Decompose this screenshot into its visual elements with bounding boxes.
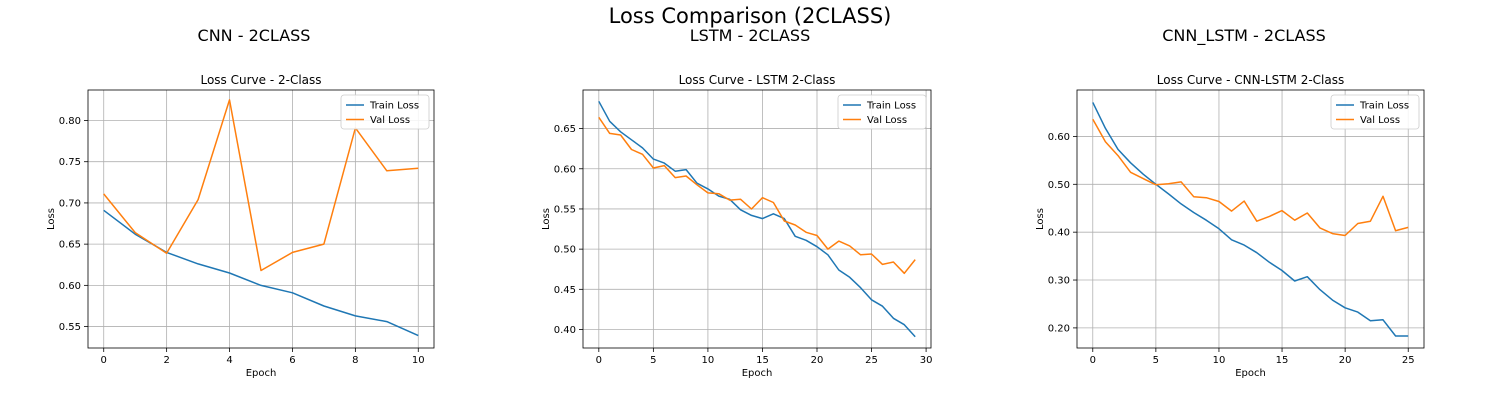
axes-frame bbox=[582, 89, 932, 349]
x-tick-label: 15 bbox=[1276, 355, 1289, 366]
y-tick-label: 0.65 bbox=[554, 124, 576, 135]
y-tick-label: 0.50 bbox=[554, 245, 576, 256]
y-axis-label: Loss bbox=[1035, 208, 1046, 230]
x-tick-label: 5 bbox=[650, 355, 656, 366]
y-tick-label: 0.60 bbox=[554, 164, 576, 175]
y-tick-label: 0.55 bbox=[554, 204, 576, 215]
x-tick-label: 25 bbox=[1402, 355, 1415, 366]
legend-label: Train Loss bbox=[866, 101, 916, 112]
panel-title: CNN - 2CLASS bbox=[198, 26, 311, 45]
y-tick-label: 0.65 bbox=[59, 240, 81, 251]
series-line-train bbox=[1092, 102, 1409, 337]
chart-panel-1: CNN - 2CLASS Loss Curve - 2-Class 0 2 4 6 8 10 0… bbox=[46, 26, 435, 379]
legend-box bbox=[837, 94, 927, 130]
x-tick-label: 20 bbox=[811, 355, 824, 366]
axes-title: Loss Curve - 2-Class bbox=[200, 73, 321, 87]
y-tick-label: 0.50 bbox=[1048, 180, 1070, 191]
x-tick-label: 15 bbox=[756, 355, 769, 366]
legend-box bbox=[340, 94, 430, 130]
x-tick-label: 20 bbox=[1339, 355, 1352, 366]
series-line-train bbox=[103, 209, 419, 337]
y-tick-label: 0.75 bbox=[59, 157, 81, 168]
axes-frame bbox=[1076, 89, 1425, 349]
y-tick-label: 0.20 bbox=[1048, 323, 1070, 334]
y-tick-label: 0.40 bbox=[1048, 228, 1070, 239]
legend-label: Val Loss bbox=[370, 115, 410, 126]
x-tick-label: 5 bbox=[1153, 355, 1159, 366]
x-tick-label: 0 bbox=[596, 355, 602, 366]
y-tick-label: 0.45 bbox=[554, 285, 576, 296]
y-axis-label: Loss bbox=[46, 208, 57, 230]
chart-panel-2: LSTM - 2CLASS Loss Curve - LSTM 2-Class 0 5… bbox=[541, 26, 932, 379]
y-tick-label: 0.55 bbox=[59, 322, 81, 333]
y-tick-label: 0.30 bbox=[1048, 276, 1070, 287]
figure-title: Loss Comparison (2CLASS) bbox=[608, 4, 892, 28]
y-tick-label: 0.70 bbox=[59, 198, 81, 209]
panel-title: CNN_LSTM - 2CLASS bbox=[1162, 26, 1326, 46]
x-tick-label: 2 bbox=[163, 355, 169, 366]
x-tick-label: 8 bbox=[352, 355, 358, 366]
axes-title: Loss Curve - CNN-LSTM 2-Class bbox=[1157, 73, 1345, 87]
x-tick-label: 0 bbox=[1090, 355, 1096, 366]
legend-label: Val Loss bbox=[1360, 115, 1400, 126]
x-tick-label: 10 bbox=[412, 355, 425, 366]
axes-frame bbox=[87, 89, 435, 349]
series-line-val bbox=[103, 99, 419, 272]
axes-title: Loss Curve - LSTM 2-Class bbox=[679, 73, 836, 87]
y-tick-label: 0.60 bbox=[1048, 132, 1070, 143]
x-tick-label: 10 bbox=[702, 355, 715, 366]
legend-label: Val Loss bbox=[867, 115, 907, 126]
legend-label: Train Loss bbox=[1359, 101, 1409, 112]
x-tick-label: 6 bbox=[289, 355, 295, 366]
panel-title: LSTM - 2CLASS bbox=[690, 26, 810, 45]
chart-panel-3: CNN_LSTM - 2CLASS Loss Curve - CNN-LSTM 2… bbox=[1035, 26, 1425, 379]
y-tick-label: 0.60 bbox=[59, 281, 81, 292]
legend: Train Loss Val Loss bbox=[340, 94, 430, 130]
legend: Train Loss Val Loss bbox=[1330, 94, 1420, 130]
x-tick-label: 0 bbox=[101, 355, 107, 366]
legend-box bbox=[1330, 94, 1420, 130]
x-tick-label: 4 bbox=[226, 355, 232, 366]
y-tick-label: 0.80 bbox=[59, 116, 81, 127]
x-tick-label: 25 bbox=[865, 355, 878, 366]
y-tick-label: 0.40 bbox=[554, 325, 576, 336]
x-axis-label: Epoch bbox=[246, 368, 277, 379]
legend: Train Loss Val Loss bbox=[837, 94, 927, 130]
x-tick-label: 30 bbox=[920, 355, 933, 366]
x-tick-label: 10 bbox=[1213, 355, 1226, 366]
y-axis-label: Loss bbox=[541, 208, 552, 230]
legend-label: Train Loss bbox=[369, 101, 419, 112]
x-axis-label: Epoch bbox=[742, 368, 773, 379]
series-line-val bbox=[598, 116, 916, 275]
series-line-train bbox=[598, 100, 916, 338]
series-line-val bbox=[1092, 118, 1409, 237]
x-axis-label: Epoch bbox=[1235, 368, 1266, 379]
